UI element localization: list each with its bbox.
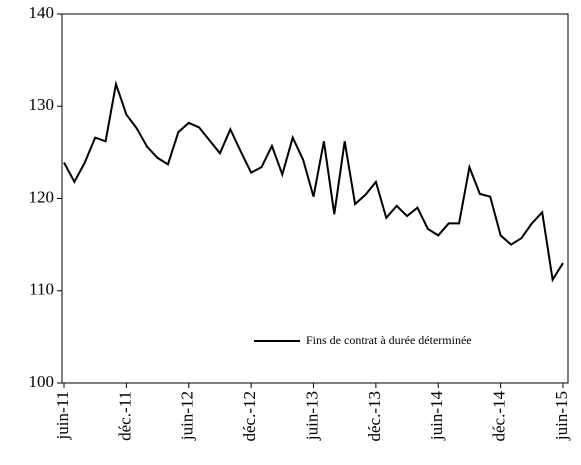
- legend-label: Fins de contrat à durée déterminée: [306, 333, 472, 347]
- x-tick-label: déc.-14: [490, 391, 509, 442]
- x-tick-label: juin-12: [178, 391, 197, 441]
- x-tick-label: juin-15: [552, 391, 571, 441]
- x-tick-label: juin-11: [53, 391, 72, 440]
- y-tick-label: 110: [29, 280, 54, 299]
- y-tick-label: 120: [29, 187, 55, 206]
- data-line: [63, 80, 564, 283]
- x-tick-label: déc.-12: [240, 391, 259, 442]
- y-tick-label: 100: [29, 372, 55, 391]
- x-tick-label: juin-13: [302, 391, 321, 441]
- y-tick-label: 140: [29, 3, 55, 22]
- x-tick-label: juin-14: [427, 391, 446, 442]
- plot-frame: [61, 13, 569, 384]
- x-tick-label: déc.-11: [115, 391, 134, 441]
- x-tick-label: déc.-13: [365, 391, 384, 442]
- y-tick-label: 130: [29, 95, 55, 114]
